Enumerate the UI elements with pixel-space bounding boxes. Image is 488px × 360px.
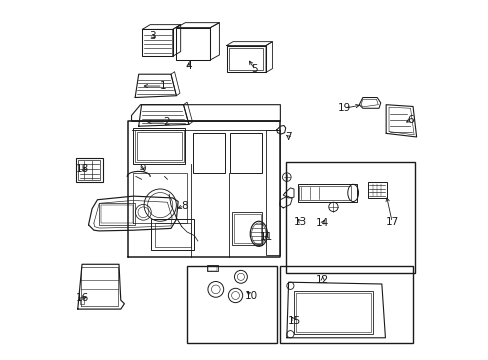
Text: 1: 1 [159,81,166,91]
Bar [76,158,102,182]
Bar [229,48,263,69]
Text: 6: 6 [407,115,413,125]
Text: 4: 4 [185,61,192,71]
Text: 2: 2 [163,117,169,127]
Bar [192,134,224,173]
Text: 11: 11 [260,232,273,242]
Bar [285,162,414,273]
Text: 8: 8 [181,201,187,211]
Bar [280,266,412,343]
Text: 16: 16 [76,293,89,303]
Bar [231,212,262,244]
Bar [135,130,183,162]
Bar [187,266,276,343]
Text: 12: 12 [315,275,328,285]
Bar [295,293,370,332]
Text: 13: 13 [294,217,307,227]
Bar [101,205,132,223]
Bar [297,184,356,202]
Bar [230,134,262,173]
Bar [137,132,182,160]
Text: 14: 14 [315,218,328,228]
Bar [142,30,172,56]
Text: 18: 18 [76,164,89,174]
Text: 15: 15 [287,316,300,325]
Bar [99,203,135,225]
Text: 10: 10 [244,291,258,301]
Text: 19: 19 [337,103,350,113]
Text: 9: 9 [139,163,145,174]
Bar [367,182,386,198]
Bar [226,45,265,72]
Text: 3: 3 [149,31,155,41]
Bar [133,128,185,164]
Text: 17: 17 [385,217,398,227]
Bar [151,220,194,250]
Bar [176,28,210,60]
Bar [207,266,216,271]
Bar [299,186,351,200]
Bar [78,160,100,180]
Bar [155,223,190,247]
Text: 7: 7 [285,132,291,142]
Bar [206,265,217,271]
Text: 5: 5 [251,64,257,74]
Bar [293,291,372,334]
Bar [265,130,280,255]
Bar [80,297,83,304]
Bar [233,214,260,243]
